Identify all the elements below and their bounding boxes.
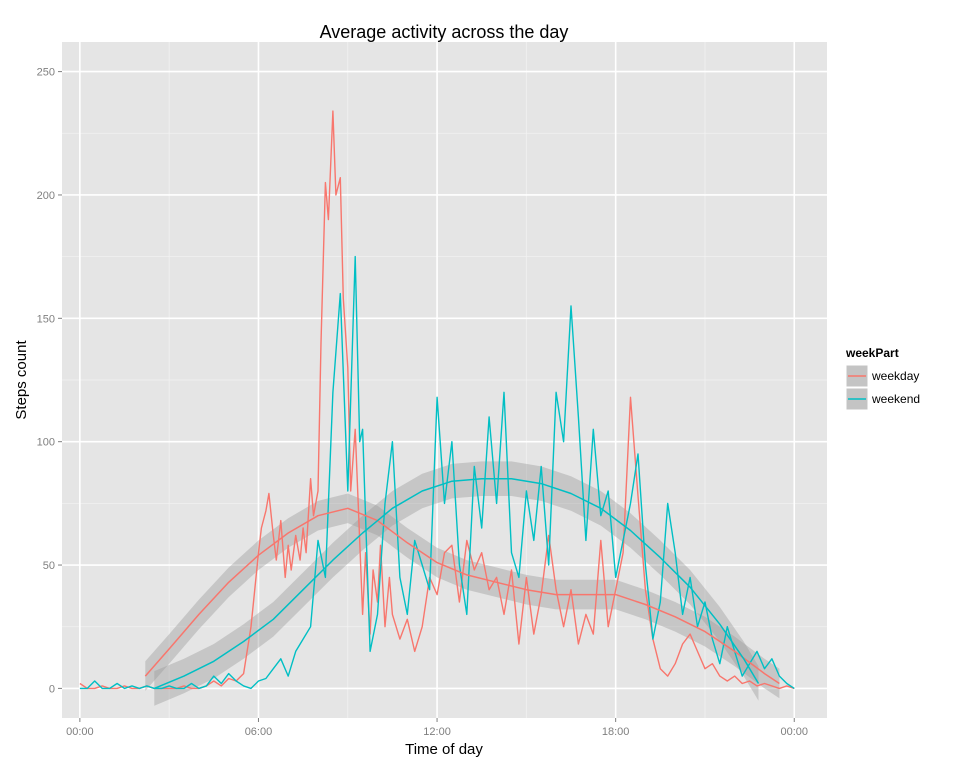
- weekday-confidence-band: [145, 493, 780, 699]
- legend-label-weekday: weekday: [871, 369, 919, 383]
- y-tick-label: 250: [37, 67, 55, 79]
- y-tick-label: 50: [43, 560, 55, 572]
- weekend-raw-line: [79, 255, 795, 690]
- y-tick-label: 100: [37, 437, 55, 449]
- major-gridlines: [62, 42, 827, 718]
- x-axis-ticks: 00:00 06:00 12:00 18:00 00:00: [66, 718, 808, 738]
- y-axis-title: Steps count: [13, 340, 30, 420]
- y-axis-ticks: 0 50 100 150 200 250: [37, 67, 62, 695]
- y-tick-label: 0: [49, 683, 55, 695]
- chart-title: Average activity across the day: [320, 22, 569, 42]
- x-axis-title: Time of day: [405, 741, 483, 758]
- weekend-confidence-band: [154, 461, 759, 706]
- x-tick-label: 06:00: [245, 726, 273, 738]
- smoothed-series-lines: [144, 477, 780, 690]
- y-tick-label: 150: [37, 313, 55, 325]
- x-tick-label: 00:00: [66, 726, 94, 738]
- weekend-smooth-line: [154, 477, 760, 690]
- x-tick-label: 00:00: [780, 726, 808, 738]
- legend-label-weekend: weekend: [871, 392, 920, 406]
- raw-series-lines: [79, 110, 795, 690]
- legend-title: weekPart: [845, 346, 899, 360]
- x-tick-label: 12:00: [423, 726, 451, 738]
- legend: weekPart weekday weekend: [845, 346, 920, 411]
- weekday-smooth-line: [144, 507, 780, 685]
- x-tick-label: 18:00: [602, 726, 630, 738]
- y-tick-label: 200: [37, 190, 55, 202]
- confidence-bands: [145, 461, 780, 706]
